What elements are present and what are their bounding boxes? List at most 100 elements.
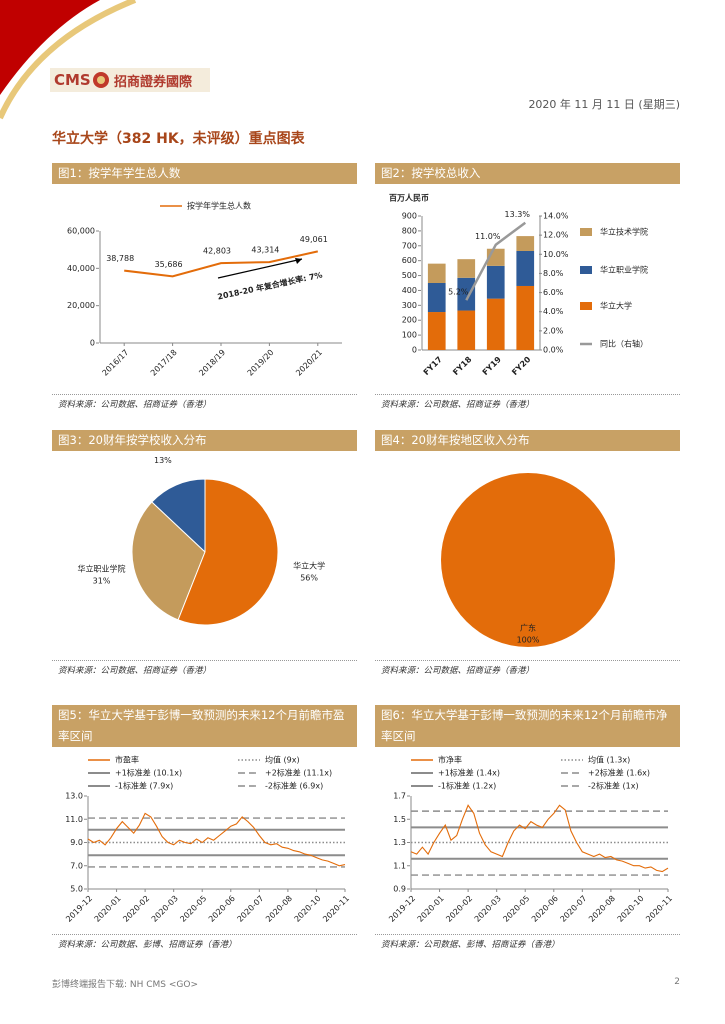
y-tick-label: 0.9 <box>393 885 406 894</box>
bar-segment <box>457 277 476 311</box>
y-tick-label: 800 <box>402 226 417 235</box>
data-label: 35,686 <box>155 260 183 269</box>
legend-label: +1标准差 (1.4x) <box>438 768 500 778</box>
data-label: 43,314 <box>251 246 279 255</box>
legend-label: 华立大学 <box>600 301 632 311</box>
slice-value: 56% <box>300 573 318 582</box>
y-tick-label: 500 <box>402 271 417 280</box>
legend-label: 均值 (9x) <box>265 755 300 765</box>
y-tick-label: 400 <box>402 286 417 295</box>
figure-title: 图6：华立大学基于彭博一致预测的未来12个月前瞻市净率区间 <box>375 705 680 747</box>
bar-segment <box>516 236 535 251</box>
bar-segment <box>486 298 505 350</box>
x-tick-label: 2020-02 <box>121 894 151 924</box>
y-tick-label: 13.0 <box>65 792 83 801</box>
y-tick-label: 9.0 <box>70 838 83 847</box>
figure-title: 图3：20财年按学校收入分布 <box>52 430 357 451</box>
legend-label: +1标准差 (10.1x) <box>115 768 182 778</box>
data-label: 49,061 <box>300 235 328 244</box>
x-tick-label: 2020-06 <box>530 894 560 924</box>
chart: 百万人民币 0 100 200 300 400 500 600 700 800 900 0.0% 2.0… <box>389 193 648 378</box>
legend-label: 同比（右轴） <box>600 339 648 349</box>
footer-note: 彭博终端报告下载: NH CMS <GO> <box>52 980 199 990</box>
pie-slice <box>151 478 206 554</box>
legend-label: 华立职业学院 <box>600 265 648 275</box>
data-label: 13.3% <box>505 210 531 219</box>
x-tick-label: 2017/18 <box>149 348 179 378</box>
x-tick-label: 2020-08 <box>264 894 294 924</box>
figure-source: 资料来源：公司数据、彭博、招商证券（香港） <box>375 934 680 950</box>
slice-label: 华立职业学院 <box>78 564 126 574</box>
y-tick-label: 300 <box>402 301 417 310</box>
bar-segment <box>457 259 476 278</box>
legend-marker <box>580 266 592 274</box>
x-tick-label: 2020-06 <box>207 894 237 924</box>
figure-source: 资料来源：公司数据、招商证券（香港） <box>375 660 680 676</box>
pie-slice <box>441 473 615 647</box>
x-tick-label: 2020-10 <box>293 894 323 924</box>
y-tick-label: 1.7 <box>393 792 406 801</box>
chart: 广东 100% <box>441 473 615 647</box>
x-tick-label: 2016/17 <box>101 348 131 378</box>
y-tick-label: 4.0% <box>543 307 564 316</box>
y-tick-label: 10.0% <box>543 250 569 259</box>
corner-decoration <box>0 0 137 120</box>
y-tick-label: 6.0% <box>543 288 564 297</box>
y-tick-label: 40,000 <box>67 264 95 273</box>
figure-source: 资料来源：公司数据、招商证券（香港） <box>52 660 357 676</box>
data-label: 5.2% <box>448 288 469 297</box>
x-tick-label: 2020-10 <box>616 894 646 924</box>
bar-segment <box>427 263 446 283</box>
legend-label: 市盈率 <box>115 755 139 765</box>
x-tick-label: 2020-01 <box>93 894 123 924</box>
bar-segment <box>486 265 505 299</box>
data-line <box>465 221 527 301</box>
annotation-arrow <box>217 258 303 279</box>
legend-label: +2标准差 (1.6x) <box>588 768 650 778</box>
logo-icon <box>93 72 109 88</box>
y-tick-label: 100 <box>402 331 417 340</box>
figure-title: 图1：按学年学生总人数 <box>52 163 357 184</box>
x-tick-label: 2020-11 <box>321 894 351 924</box>
legend-label: -2标准差 (6.9x) <box>265 781 323 791</box>
y-tick-label: 1.3 <box>393 838 406 847</box>
legend-label: -1标准差 (1.2x) <box>438 781 496 791</box>
data-line <box>124 250 319 278</box>
x-tick-label: FY20 <box>510 355 533 378</box>
slice-label: 华立大学 <box>293 560 325 570</box>
bar-segment <box>516 250 535 286</box>
figure-source: 资料来源：公司数据、招商证券（香港） <box>52 394 357 410</box>
section-title: 华立大学（382 HK，未评级）重点图表 <box>52 131 305 147</box>
y-tick-label: 0.0% <box>543 346 564 355</box>
x-tick-label: 2020-03 <box>473 894 503 924</box>
pie-slice <box>177 478 279 626</box>
y-tick-label: 1.5 <box>393 815 406 824</box>
x-tick-label: 2020-07 <box>559 894 589 924</box>
pie-slice <box>131 501 206 621</box>
slice-value: 31% <box>93 577 111 586</box>
figure-source: 资料来源：公司数据、彭博、招商证券（香港） <box>52 934 357 950</box>
y-tick-label: 900 <box>402 212 417 221</box>
page-number: 2 <box>674 977 680 987</box>
slice-value: 13% <box>154 456 172 465</box>
x-tick-label: 2018/19 <box>197 348 227 378</box>
y-tick-label: 5.0 <box>70 885 83 894</box>
y-tick-label: 200 <box>402 316 417 325</box>
logo: CMS 招商證券國際 <box>50 68 210 92</box>
legend-marker <box>580 228 592 236</box>
y-tick-label: 2.0% <box>543 326 564 335</box>
y-tick-label: 11.0 <box>65 815 83 824</box>
x-tick-label: 2020-02 <box>444 894 474 924</box>
x-tick-label: 2020-05 <box>178 894 208 924</box>
x-tick-label: 2019/20 <box>246 348 276 378</box>
chart: 5.07.09.011.013.02019-122020-012020-0220… <box>64 755 351 924</box>
y-tick-label: 60,000 <box>67 227 95 236</box>
legend-marker <box>580 302 592 310</box>
figure-title: 图4：20财年按地区收入分布 <box>375 430 680 451</box>
bar-segment <box>516 285 535 350</box>
y-tick-label: 14.0% <box>543 212 569 221</box>
y-tick-label: 12.0% <box>543 231 569 240</box>
x-tick-label: 2020-03 <box>150 894 180 924</box>
